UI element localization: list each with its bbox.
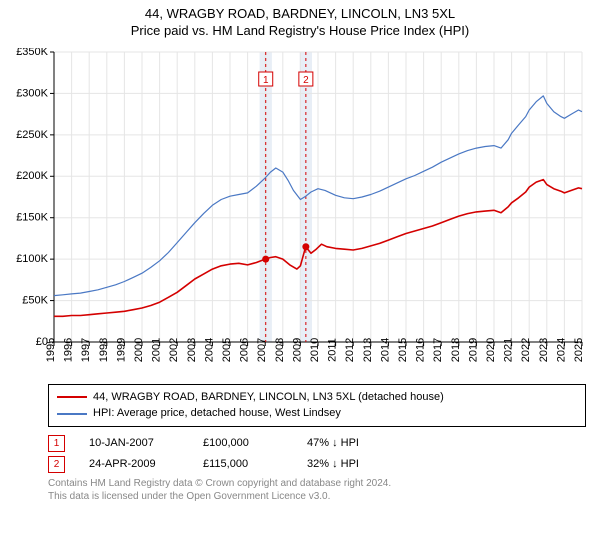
chart: £0£50K£100K£150K£200K£250K£300K£350K1219… [10, 48, 590, 378]
svg-text:2013: 2013 [362, 338, 374, 362]
svg-text:2006: 2006 [239, 338, 251, 362]
legend-label: HPI: Average price, detached house, West… [93, 405, 341, 422]
svg-text:£50K: £50K [22, 294, 48, 306]
svg-text:2009: 2009 [291, 338, 303, 362]
svg-text:2004: 2004 [203, 338, 215, 362]
svg-text:2024: 2024 [555, 338, 567, 362]
svg-text:2016: 2016 [415, 338, 427, 362]
svg-text:2020: 2020 [485, 338, 497, 362]
svg-text:£300K: £300K [16, 87, 48, 99]
legend: 44, WRAGBY ROAD, BARDNEY, LINCOLN, LN3 5… [48, 384, 586, 427]
sale-date: 24-APR-2009 [89, 458, 179, 470]
svg-text:2017: 2017 [432, 338, 444, 362]
svg-text:2019: 2019 [467, 338, 479, 362]
svg-text:2012: 2012 [344, 338, 356, 362]
svg-text:£150K: £150K [16, 211, 48, 223]
title-block: 44, WRAGBY ROAD, BARDNEY, LINCOLN, LN3 5… [0, 0, 600, 40]
sale-date: 10-JAN-2007 [89, 437, 179, 449]
svg-text:1: 1 [263, 75, 269, 86]
title-sub: Price paid vs. HM Land Registry's House … [0, 23, 600, 40]
footer: Contains HM Land Registry data © Crown c… [48, 477, 586, 503]
svg-text:2002: 2002 [168, 338, 180, 362]
sales-table: 1 10-JAN-2007 £100,000 47% ↓ HPI 2 24-APR-200… [48, 435, 586, 473]
legend-row: 44, WRAGBY ROAD, BARDNEY, LINCOLN, LN3 5… [57, 389, 577, 406]
sale-price: £115,000 [203, 458, 283, 470]
svg-text:£100K: £100K [16, 253, 48, 265]
sale-row: 1 10-JAN-2007 £100,000 47% ↓ HPI [48, 435, 586, 452]
chart-svg: £0£50K£100K£150K£200K£250K£300K£350K1219… [10, 48, 590, 378]
legend-label: 44, WRAGBY ROAD, BARDNEY, LINCOLN, LN3 5… [93, 389, 444, 406]
sale-marker: 1 [48, 435, 65, 452]
svg-text:2005: 2005 [221, 338, 233, 362]
legend-row: HPI: Average price, detached house, West… [57, 405, 577, 422]
svg-text:2022: 2022 [520, 338, 532, 362]
svg-text:2003: 2003 [186, 338, 198, 362]
svg-text:1995: 1995 [45, 338, 57, 362]
svg-text:£250K: £250K [16, 129, 48, 141]
svg-text:1998: 1998 [98, 338, 110, 362]
sale-pct: 47% ↓ HPI [307, 437, 417, 449]
sale-marker: 2 [48, 456, 65, 473]
legend-swatch [57, 413, 87, 415]
svg-text:2000: 2000 [133, 338, 145, 362]
svg-text:2: 2 [303, 75, 309, 86]
svg-text:1997: 1997 [80, 338, 92, 362]
svg-text:2021: 2021 [503, 338, 515, 362]
svg-text:2010: 2010 [309, 338, 321, 362]
svg-text:2001: 2001 [151, 338, 163, 362]
svg-text:2025: 2025 [573, 338, 585, 362]
footer-line-2: This data is licensed under the Open Gov… [48, 490, 586, 503]
sale-price: £100,000 [203, 437, 283, 449]
legend-swatch [57, 396, 87, 398]
svg-text:£200K: £200K [16, 170, 48, 182]
page-root: 44, WRAGBY ROAD, BARDNEY, LINCOLN, LN3 5… [0, 0, 600, 560]
svg-text:2011: 2011 [327, 338, 339, 362]
svg-text:£350K: £350K [16, 48, 48, 58]
svg-text:2008: 2008 [274, 338, 286, 362]
svg-text:2023: 2023 [538, 338, 550, 362]
sale-row: 2 24-APR-2009 £115,000 32% ↓ HPI [48, 456, 586, 473]
footer-line-1: Contains HM Land Registry data © Crown c… [48, 477, 586, 490]
title-main: 44, WRAGBY ROAD, BARDNEY, LINCOLN, LN3 5… [0, 6, 600, 23]
svg-text:1996: 1996 [63, 338, 75, 362]
svg-text:2015: 2015 [397, 338, 409, 362]
sale-pct: 32% ↓ HPI [307, 458, 417, 470]
svg-text:2018: 2018 [450, 338, 462, 362]
svg-text:1999: 1999 [115, 338, 127, 362]
svg-text:2007: 2007 [256, 338, 268, 362]
svg-text:2014: 2014 [379, 338, 391, 362]
